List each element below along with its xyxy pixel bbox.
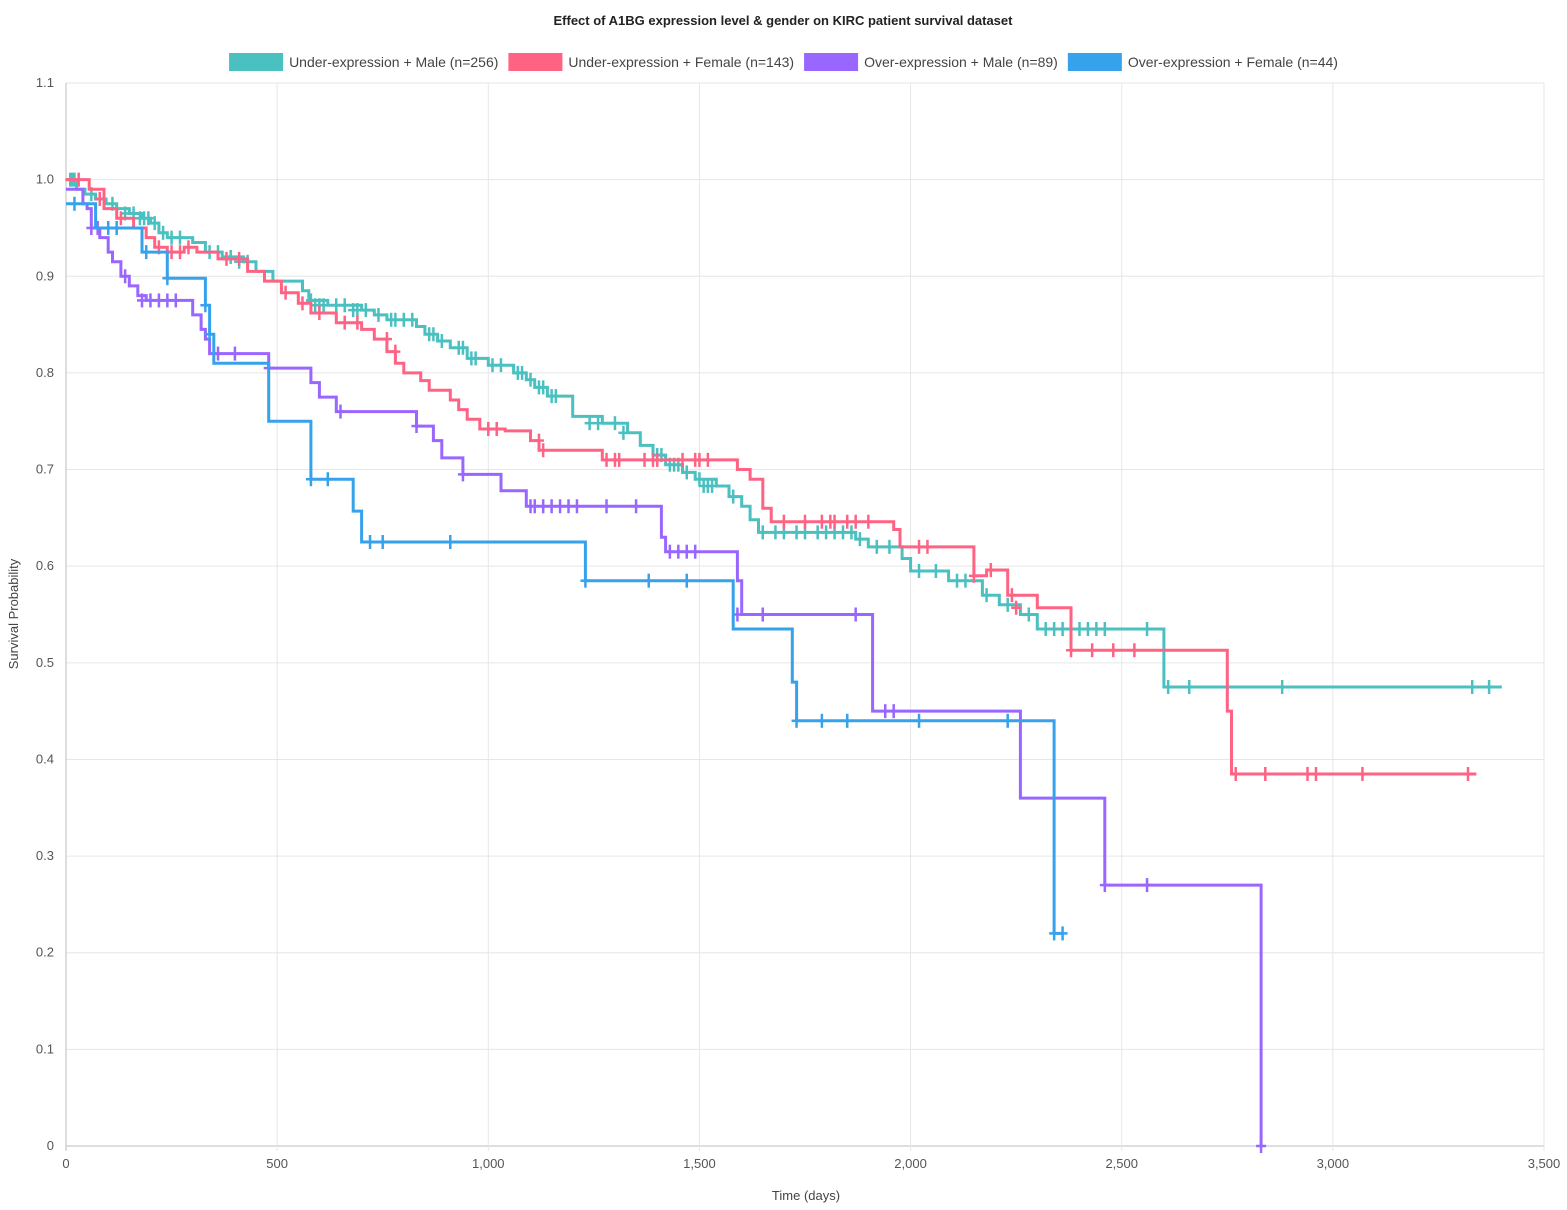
x-tick-label: 1,000 — [472, 1156, 505, 1171]
series-2 — [66, 172, 1477, 781]
y-tick-label: 0.5 — [36, 655, 54, 670]
x-tick-label: 1,500 — [683, 1156, 716, 1171]
grid — [65, 82, 1545, 1151]
y-tick-label: 0.7 — [36, 462, 54, 477]
y-axis-label: Survival Probability — [6, 558, 21, 669]
legend-label: Under-expression + Male (n=256) — [289, 54, 498, 70]
censor-marks — [69, 196, 1068, 941]
y-tick-label: 0.1 — [36, 1041, 54, 1056]
y-tick-label: 0.6 — [36, 558, 54, 573]
survival-curve — [66, 187, 1263, 1146]
x-tick-label: 3,500 — [1528, 1156, 1561, 1171]
x-tick-label: 2,000 — [894, 1156, 927, 1171]
legend-item[interactable]: Over-expression + Male (n=89) — [804, 53, 1058, 71]
series-group — [65, 172, 1502, 1153]
y-tick-label: 0.4 — [36, 751, 54, 766]
legend-swatch — [1067, 53, 1122, 71]
x-tick-label: 3,000 — [1317, 1156, 1350, 1171]
y-tick-label: 0.3 — [36, 848, 54, 863]
survival-curve — [66, 178, 1477, 776]
legend-label: Over-expression + Male (n=89) — [864, 54, 1058, 70]
y-tick-label: 0.2 — [36, 945, 54, 960]
y-tick-label: 0 — [47, 1138, 54, 1153]
y-tick-label: 1.0 — [36, 172, 54, 187]
series-3 — [66, 187, 1267, 1153]
x-tick-label: 500 — [266, 1156, 288, 1171]
legend-label: Under-expression + Female (n=143) — [568, 54, 794, 70]
legend-swatch — [508, 53, 563, 71]
series-4 — [66, 196, 1068, 941]
legend-item[interactable]: Under-expression + Male (n=256) — [229, 53, 498, 71]
y-tick-label: 0.8 — [36, 365, 54, 380]
legend-swatch — [229, 53, 284, 71]
legend-label: Over-expression + Female (n=44) — [1128, 54, 1338, 70]
survival-curve — [66, 178, 1502, 689]
y-tick-label: 1.1 — [36, 75, 54, 90]
censor-marks — [86, 220, 1267, 1153]
chart-title: Effect of A1BG expression level & gender… — [554, 13, 1014, 28]
y-axis-ticks: 0 0.1 0.2 0.3 0.4 0.5 0.6 0.7 0.8 0.9 1.0 1.1 — [36, 75, 54, 1153]
legend: Under-expression + Male (n=256) Under-exp… — [229, 53, 1338, 71]
x-tick-label: 2,500 — [1105, 1156, 1138, 1171]
legend-swatch — [804, 53, 859, 71]
x-tick-label: 0 — [62, 1156, 69, 1171]
survival-curve — [66, 202, 1063, 935]
legend-item[interactable]: Under-expression + Female (n=143) — [508, 53, 794, 71]
censor-marks — [73, 172, 1473, 781]
x-axis-ticks: 0 500 1,000 1,500 2,000 2,500 3,000 3,500 — [62, 1156, 1560, 1171]
x-axis-label: Time (days) — [772, 1188, 840, 1203]
legend-item[interactable]: Over-expression + Female (n=44) — [1067, 53, 1338, 71]
y-tick-label: 0.9 — [36, 268, 54, 283]
